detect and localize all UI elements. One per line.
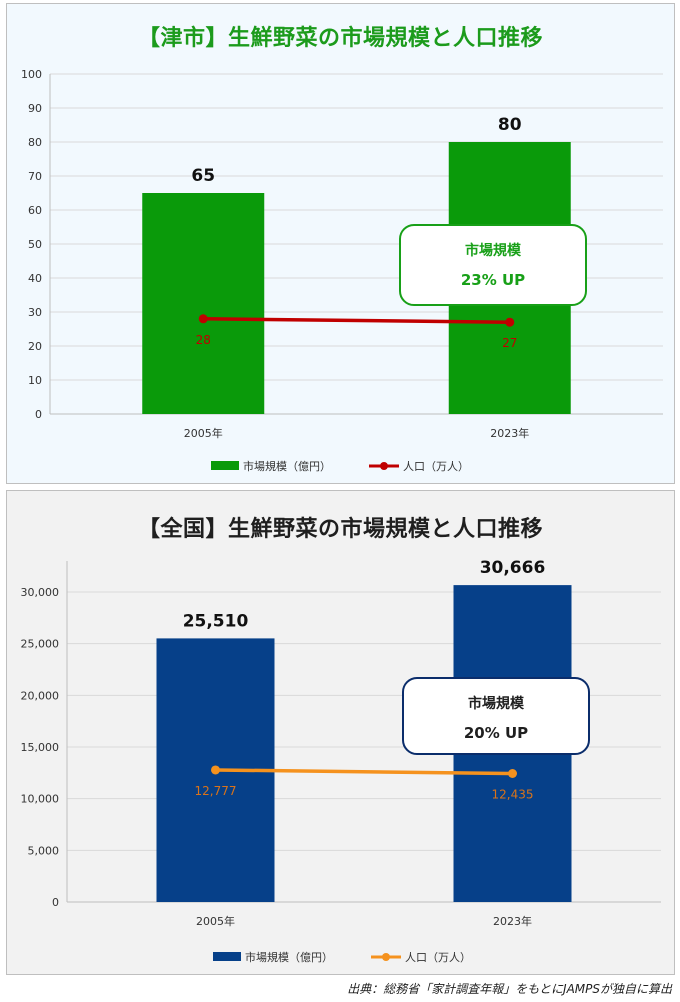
legend-bar-swatch [213, 952, 241, 961]
legend-bar-label: 市場規模（億円） [243, 459, 331, 473]
bar-value-label: 25,510 [183, 611, 249, 631]
line-point [198, 314, 208, 324]
source-note: 出典：総務省「家計調査年報」をもとにJAMPSが独自に算出 [347, 982, 672, 996]
y-tick-label: 80 [28, 136, 42, 149]
y-tick-label: 25,000 [21, 638, 60, 651]
legend-bar-label: 市場規模（億円） [245, 950, 333, 964]
line-point [508, 769, 517, 779]
line-point [211, 765, 220, 775]
series-line [215, 768, 513, 776]
legend-line-marker [380, 462, 388, 470]
line-value-label: 28 [196, 333, 211, 347]
callout-title: 市場規模 [468, 695, 525, 712]
line-point [505, 317, 515, 327]
y-tick-label: 40 [28, 272, 42, 285]
legend-line-marker [382, 953, 390, 961]
tsu-chart-svg: 0 10 20 30 40 50 60 70 80 90 100 65 80 2005年 2023年 28 27… [21, 68, 663, 473]
chart-title: 【全国】生鮮野菜の市場規模と人口推移 [137, 517, 543, 542]
series-line [203, 317, 510, 324]
x-tick-label: 2005年 [184, 426, 223, 440]
y-tick-label: 10,000 [21, 793, 60, 806]
bar-value-label: 65 [191, 166, 215, 186]
callout-value: 20% UP [464, 724, 528, 742]
line-value-label: 27 [502, 336, 517, 350]
y-tick-label: 60 [28, 204, 42, 217]
y-tick-label: 90 [28, 102, 42, 115]
tsu-chart-panel: 【津市】生鮮野菜の市場規模と人口推移 0 10 20 30 40 50 60 70 80 90 10… [6, 3, 675, 484]
callout-value: 23% UP [461, 271, 525, 289]
y-tick-label: 50 [28, 238, 42, 251]
bar-value-label: 80 [498, 115, 522, 135]
y-tick-label: 30 [28, 306, 42, 319]
y-tick-label: 15,000 [21, 741, 60, 754]
y-tick-label: 0 [35, 408, 42, 421]
y-tick-label: 5,000 [28, 844, 60, 857]
national-chart-panel: 【全国】生鮮野菜の市場規模と人口推移 0 5,000 10,000 15,000 20,… [6, 490, 675, 975]
callout-box [402, 677, 590, 755]
bar [142, 193, 265, 414]
bar-value-label: 30,666 [480, 558, 546, 578]
national-chart-svg: 0 5,000 10,000 15,000 20,000 25,000 30,000 25,5… [21, 558, 661, 964]
x-tick-label: 2023年 [490, 426, 529, 440]
legend-bar-swatch [211, 461, 239, 470]
legend-line-label: 人口（万人） [405, 951, 471, 964]
legend-line-label: 人口（万人） [403, 460, 469, 473]
y-tick-label: 20,000 [21, 689, 60, 702]
line-value-label: 12,777 [195, 784, 237, 798]
y-tick-label: 10 [28, 374, 42, 387]
y-tick-label: 100 [21, 68, 42, 81]
y-tick-label: 30,000 [21, 586, 60, 599]
chart-title: 【津市】生鮮野菜の市場規模と人口推移 [137, 26, 543, 51]
y-tick-label: 0 [52, 896, 59, 909]
line-value-label: 12,435 [492, 788, 534, 802]
callout-title: 市場規模 [465, 242, 522, 259]
y-tick-label: 20 [28, 340, 42, 353]
x-tick-label: 2005年 [196, 914, 235, 928]
callout-box [399, 224, 587, 306]
y-tick-label: 70 [28, 170, 42, 183]
x-tick-label: 2023年 [493, 914, 532, 928]
